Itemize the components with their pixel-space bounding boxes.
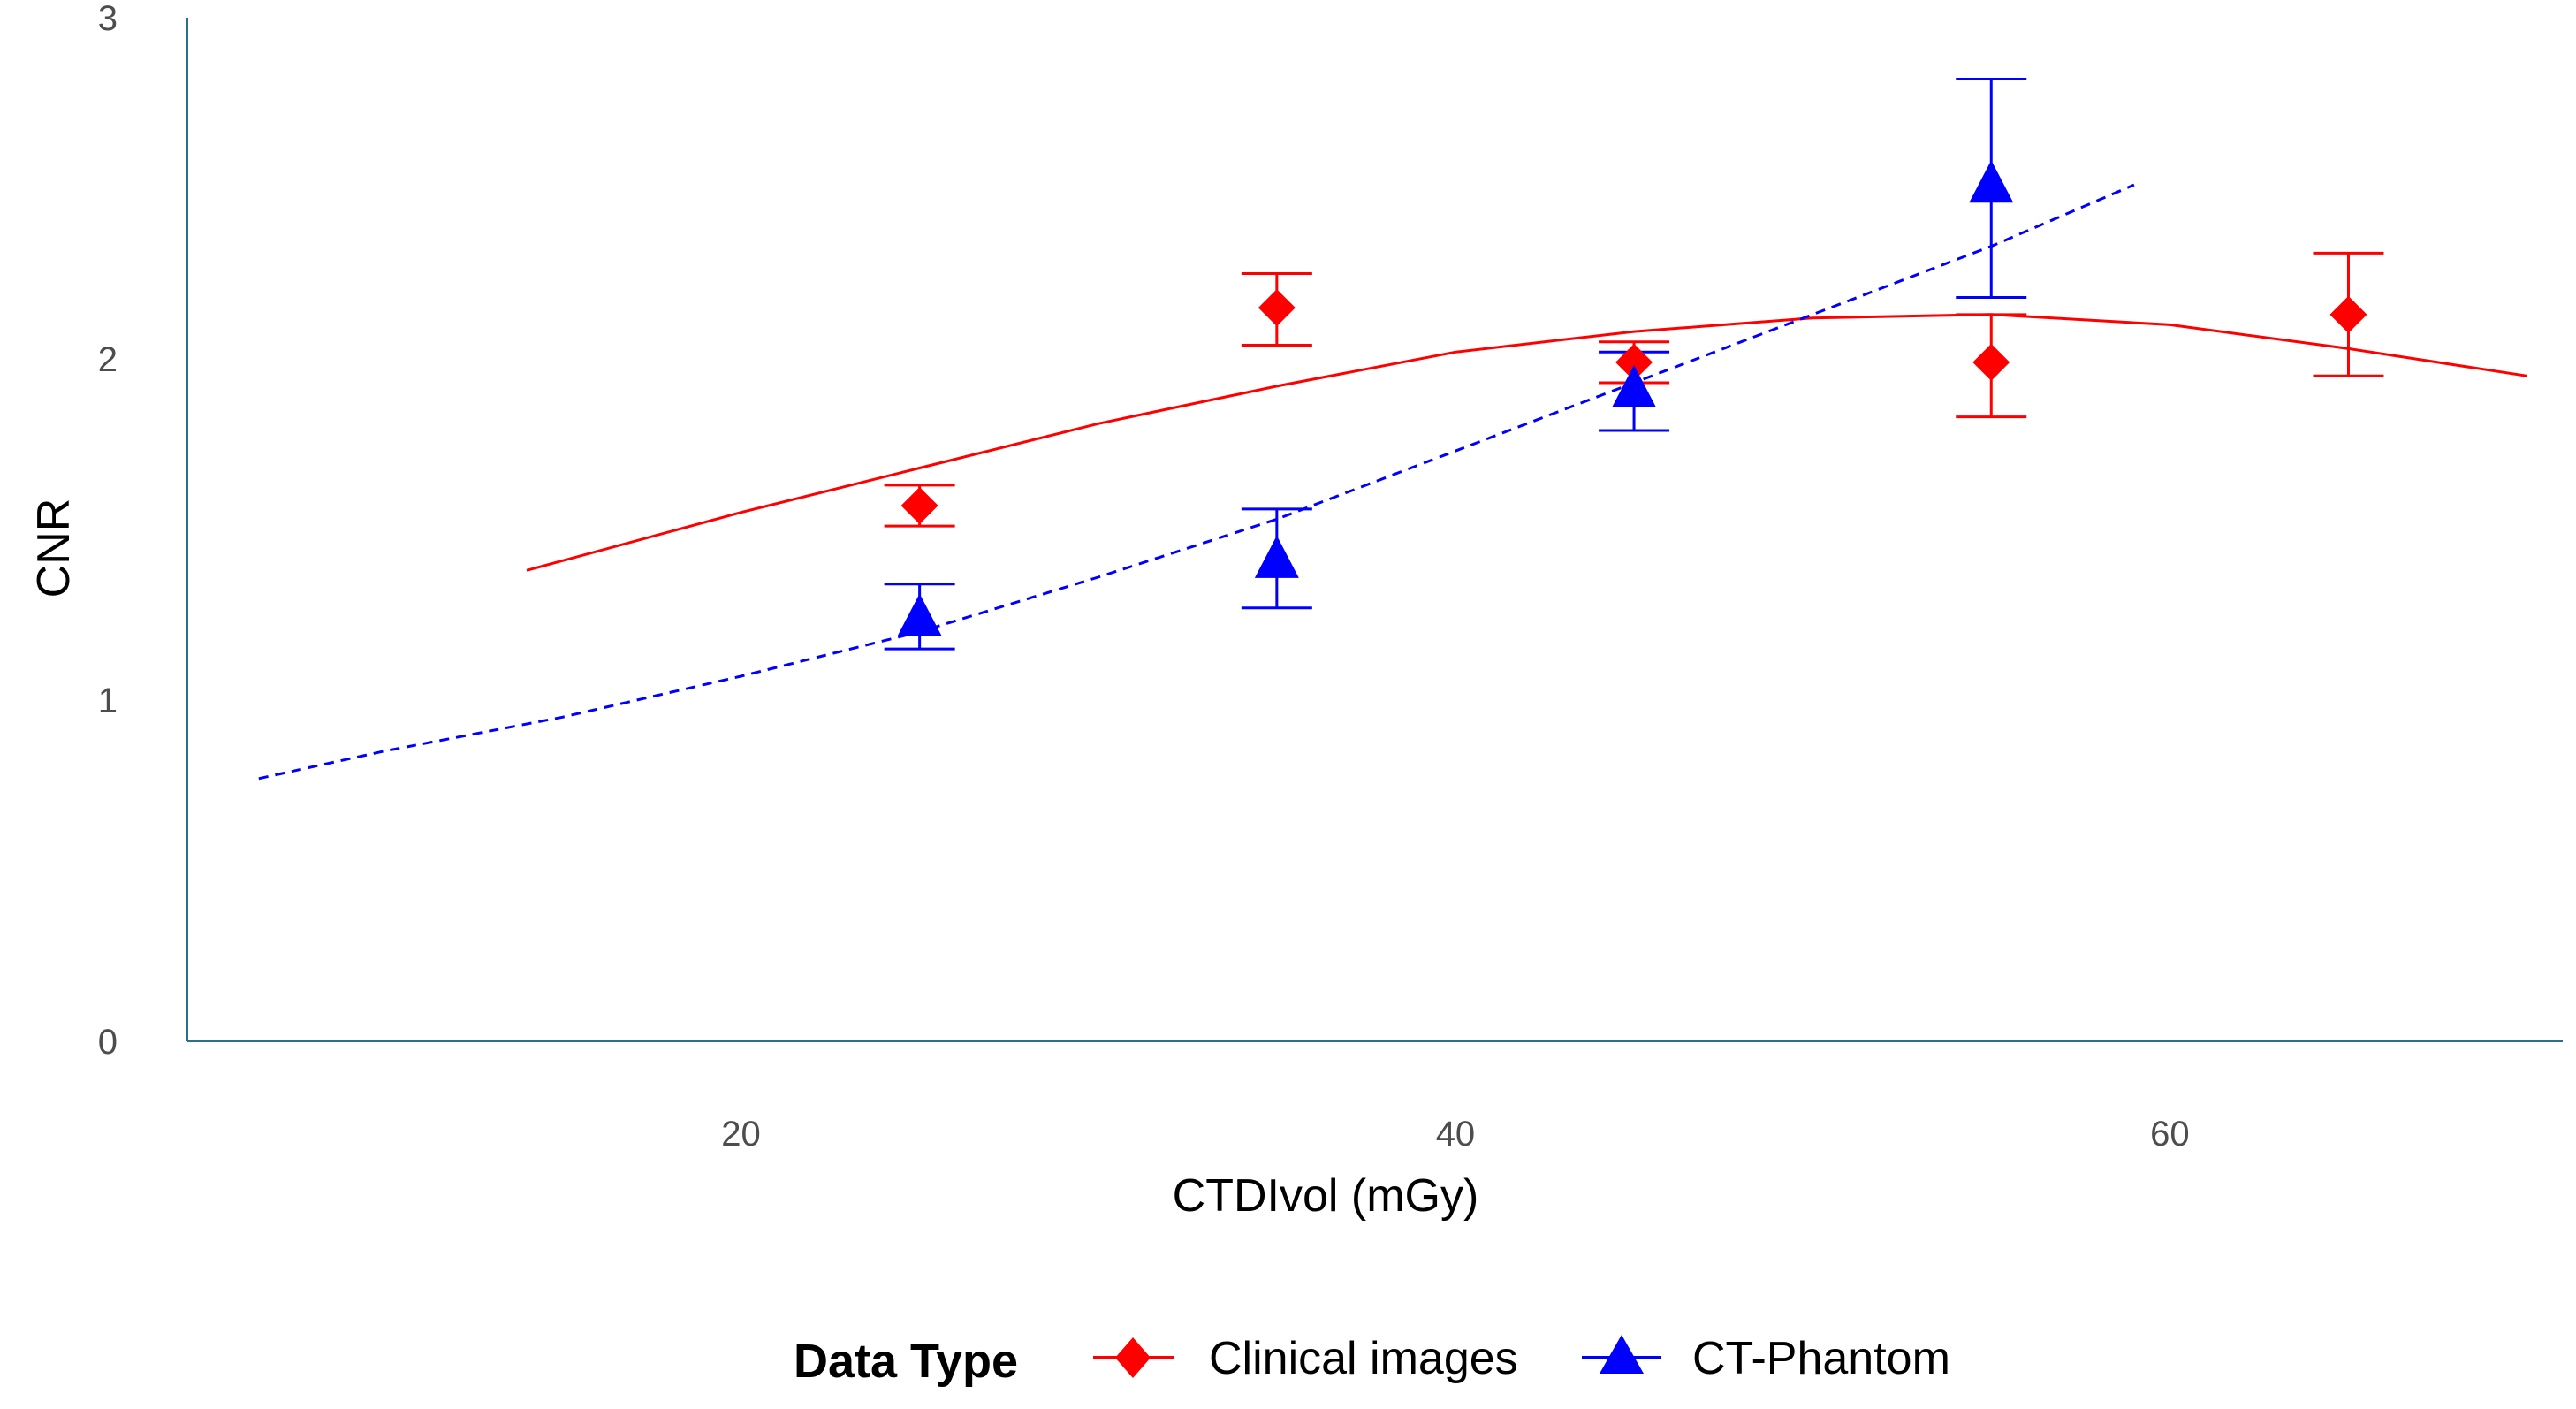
data-point-ct-phantom [897, 593, 942, 636]
fit-line-clinical-images [526, 313, 2527, 572]
legend: Data Type Clinical images CT-Phantom [794, 1333, 1950, 1388]
data-point-clinical-images [1615, 343, 1653, 381]
fit-line-ct-phantom [258, 183, 2135, 781]
y-axis-title: CNR [28, 499, 80, 598]
x-tick-label: 60 [2150, 1115, 2190, 1154]
x-axis-title: CTDIvol (mGy) [1173, 1170, 1479, 1222]
y-tick-label: 3 [98, 0, 118, 38]
data-point-ct-phantom [1969, 160, 2014, 203]
fit-lines [258, 183, 2527, 781]
legend-marker-ct-phantom [1600, 1335, 1644, 1374]
legend-label-ct-phantom: CT-Phantom [1692, 1333, 1950, 1384]
y-tick-label: 2 [98, 340, 118, 379]
legend-marker-clinical-images [1115, 1337, 1151, 1378]
data-point-ct-phantom [1254, 535, 1299, 578]
data-point-clinical-images [900, 486, 938, 524]
axes [186, 18, 2563, 1042]
tick-labels: 20 40 60 0 1 2 3 [98, 0, 2190, 1154]
data-point-ct-phantom [1612, 364, 1657, 407]
x-tick-label: 20 [721, 1115, 761, 1154]
legend-title: Data Type [794, 1335, 1018, 1388]
legend-entry-clinical-images: Clinical images [1093, 1333, 1518, 1384]
y-tick-label: 1 [98, 682, 118, 720]
data-point-clinical-images [1972, 343, 2010, 381]
data-point-clinical-images [2329, 295, 2367, 333]
legend-entry-ct-phantom: CT-Phantom [1582, 1333, 1950, 1384]
y-tick-label: 0 [98, 1023, 118, 1062]
x-tick-label: 40 [1436, 1115, 1476, 1154]
data-point-clinical-images [1258, 289, 1296, 327]
data-points [897, 160, 2367, 636]
legend-label-clinical-images: Clinical images [1209, 1333, 1518, 1384]
